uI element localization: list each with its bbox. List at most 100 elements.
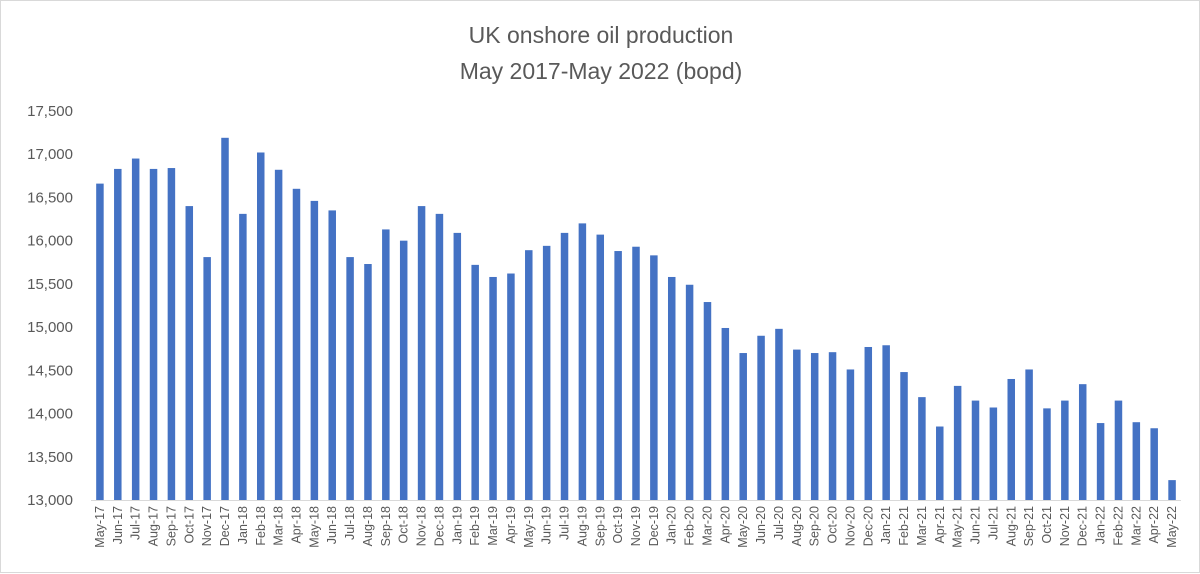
y-tick-label: 13,000 (27, 492, 73, 509)
x-tick-label: Dec-18 (432, 506, 446, 546)
bar (203, 257, 211, 500)
x-tick-label: Jul-18 (343, 506, 357, 540)
bar (417, 206, 426, 500)
bar (1061, 400, 1069, 500)
x-tick-label: Dec-19 (647, 506, 661, 546)
y-tick-label: 15,000 (27, 319, 73, 336)
x-tick-label: Nov-18 (415, 506, 429, 546)
x-tick-label: Apr-22 (1147, 506, 1161, 544)
bar (703, 302, 712, 500)
bar (989, 407, 998, 500)
bar (864, 346, 873, 500)
bar (542, 245, 551, 500)
bar (900, 372, 908, 500)
x-tick-label: Aug-20 (790, 506, 804, 546)
bar (1007, 378, 1015, 500)
bar (936, 426, 944, 500)
bar (685, 284, 694, 500)
x-tick-label: Sep-21 (1022, 506, 1036, 546)
x-tick-label: May-20 (736, 506, 750, 548)
x-tick-label: Apr-19 (504, 506, 518, 544)
x-tick-label: Sep-18 (379, 506, 393, 546)
bar (382, 229, 390, 500)
bar (1168, 480, 1176, 500)
x-tick-label: Apr-20 (718, 506, 732, 544)
bar (578, 223, 587, 500)
y-tick-label: 15,500 (27, 276, 73, 293)
x-tick-label: May-21 (951, 506, 965, 548)
x-tick-label: Jun-21 (969, 506, 983, 544)
bar (274, 169, 283, 500)
bar (1025, 369, 1033, 500)
bar (1043, 408, 1051, 500)
y-tick-label: 16,000 (27, 233, 73, 250)
x-tick-label: Oct-18 (397, 506, 411, 544)
bar (739, 353, 747, 500)
chart-subtitle: May 2017-May 2022 (bopd) (460, 58, 743, 84)
bar (131, 158, 140, 501)
bar (364, 264, 372, 500)
x-tick-label: Nov-21 (1058, 506, 1072, 546)
x-tick-label: Nov-19 (629, 506, 643, 546)
bar (96, 183, 104, 501)
x-tick-label: Apr-21 (933, 506, 947, 544)
bar (650, 255, 658, 500)
bar (167, 168, 176, 501)
x-tick-label: Oct-20 (826, 506, 840, 544)
bar (632, 246, 640, 500)
x-tick-label: Jul-20 (772, 506, 786, 540)
bar (507, 273, 515, 500)
bar (828, 352, 837, 500)
bar (793, 349, 801, 500)
x-tick-label: Aug-21 (1004, 506, 1018, 546)
x-tick-label: Feb-18 (254, 506, 268, 546)
y-tick-label: 14,500 (27, 362, 73, 379)
y-tick-label: 17,500 (27, 103, 73, 120)
x-tick-label: Mar-18 (272, 506, 286, 546)
bar (310, 200, 319, 500)
x-tick-label: Feb-20 (683, 506, 697, 546)
x-tick-label: Feb-21 (897, 506, 911, 546)
x-tick-label: Nov-20 (843, 506, 857, 546)
bar (757, 335, 765, 500)
x-tick-label: Feb-22 (1111, 506, 1125, 546)
bar (721, 327, 730, 500)
x-tick-label: Mar-19 (486, 506, 500, 546)
bar (882, 345, 890, 500)
bar (453, 232, 462, 500)
x-tick-label: May-19 (522, 506, 536, 548)
x-tick-label: Jul-21 (986, 506, 1000, 540)
x-tick-label: Oct-19 (611, 506, 625, 544)
bar (846, 369, 855, 500)
x-tick-label: Nov-17 (200, 506, 214, 546)
x-tick-label: Jul-19 (558, 506, 572, 540)
bar (775, 328, 783, 500)
bar (525, 250, 533, 500)
y-tick-label: 14,000 (27, 406, 73, 423)
x-tick-label: Jun-17 (111, 506, 125, 544)
x-tick-label: May-22 (1165, 506, 1179, 548)
x-tick-label: Aug-19 (575, 506, 589, 546)
bar (810, 353, 819, 500)
x-tick-label: May-17 (93, 506, 107, 548)
bar (953, 385, 962, 500)
bar (257, 152, 265, 501)
x-tick-label: Jan-18 (236, 506, 250, 544)
y-axis-ticks: 13,000 13,500 14,000 14,500 15,000 15,500 16,0… (27, 103, 73, 509)
x-tick-label: Sep-19 (593, 506, 607, 546)
y-tick-label: 17,000 (27, 146, 73, 163)
x-tick-label: Jan-19 (450, 506, 464, 544)
bar (471, 264, 479, 500)
bar (221, 137, 229, 501)
bar (114, 168, 122, 501)
bar (149, 168, 158, 501)
bar (239, 213, 247, 500)
x-tick-label: Oct-21 (1040, 506, 1054, 544)
x-tick-label: Jan-21 (879, 506, 893, 544)
bar (918, 397, 926, 500)
bar (667, 276, 676, 500)
bar (185, 206, 194, 500)
bar (399, 240, 408, 501)
x-tick-label: Aug-17 (147, 506, 161, 546)
